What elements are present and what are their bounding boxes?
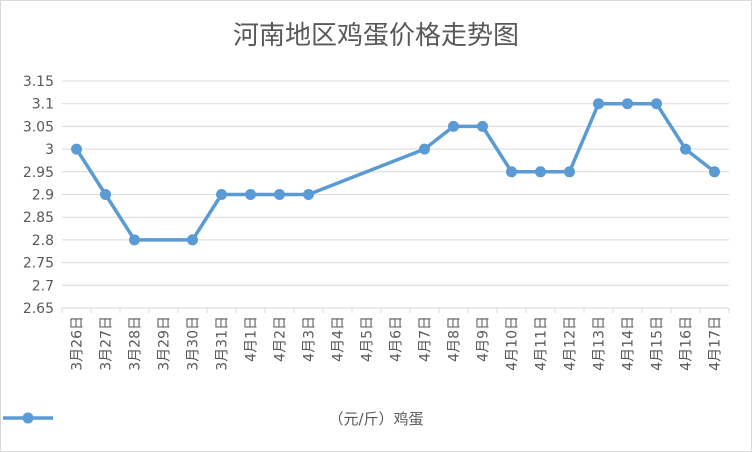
y-tick-label: 3.05	[23, 119, 54, 135]
x-tick-label: 4月14日	[620, 316, 636, 371]
data-point	[216, 189, 227, 200]
x-tick-label: 4月3日	[301, 316, 317, 362]
legend: （元/斤）鸡蛋	[1, 408, 751, 429]
y-tick-label: 2.8	[32, 233, 54, 249]
data-point	[274, 189, 285, 200]
x-tick-label: 4月5日	[359, 316, 375, 362]
x-tick-label: 3月28日	[127, 316, 143, 371]
data-point	[651, 98, 662, 110]
data-point	[129, 234, 140, 246]
y-tick-label: 2.95	[23, 165, 54, 181]
x-tick-label: 4月9日	[475, 316, 491, 362]
data-point	[245, 189, 256, 200]
x-tick-label: 4月13日	[591, 316, 607, 371]
x-tick-label: 4月11日	[533, 316, 549, 371]
x-tick-label: 4月4日	[330, 316, 346, 362]
y-tick-label: 2.85	[23, 210, 54, 226]
data-point	[71, 143, 82, 155]
data-point	[535, 166, 546, 178]
y-tick-label: 3	[45, 142, 54, 158]
x-tick-label: 4月15日	[649, 316, 665, 371]
legend-swatch	[3, 412, 53, 424]
x-tick-label: 4月8日	[446, 316, 462, 362]
x-tick-label: 4月2日	[272, 316, 288, 362]
y-tick-label: 2.75	[23, 256, 54, 272]
x-tick-label: 3月31日	[214, 316, 230, 371]
data-point	[477, 120, 488, 132]
data-point	[564, 166, 575, 178]
x-tick-label: 4月17日	[707, 316, 723, 371]
x-tick-label: 4月7日	[417, 316, 433, 362]
data-point	[419, 143, 430, 155]
x-tick-label: 4月1日	[243, 316, 259, 362]
data-point	[622, 98, 633, 110]
legend-label: （元/斤）鸡蛋	[328, 410, 424, 428]
y-tick-label: 3.1	[32, 97, 54, 113]
x-tick-label: 3月26日	[69, 316, 85, 371]
data-point	[593, 98, 604, 110]
data-point	[303, 189, 314, 200]
data-point	[680, 143, 691, 155]
y-tick-label: 3.15	[23, 74, 54, 90]
y-tick-label: 2.7	[32, 278, 54, 294]
x-tick-label: 3月27日	[98, 316, 114, 371]
y-tick-label: 2.9	[32, 188, 54, 204]
data-point	[100, 189, 111, 200]
chart-title: 河南地区鸡蛋价格走势图	[232, 21, 519, 51]
data-point	[187, 234, 198, 246]
data-point	[448, 120, 459, 132]
x-tick-label: 3月30日	[185, 316, 201, 371]
y-tick-label: 2.65	[23, 301, 54, 317]
x-tick-label: 4月10日	[504, 316, 520, 371]
x-tick-label: 4月16日	[678, 316, 694, 371]
data-point	[709, 166, 720, 178]
x-tick-label: 3月29日	[156, 316, 172, 371]
x-tick-label: 4月6日	[388, 316, 404, 362]
data-point	[506, 166, 517, 178]
x-tick-label: 4月12日	[562, 316, 578, 371]
